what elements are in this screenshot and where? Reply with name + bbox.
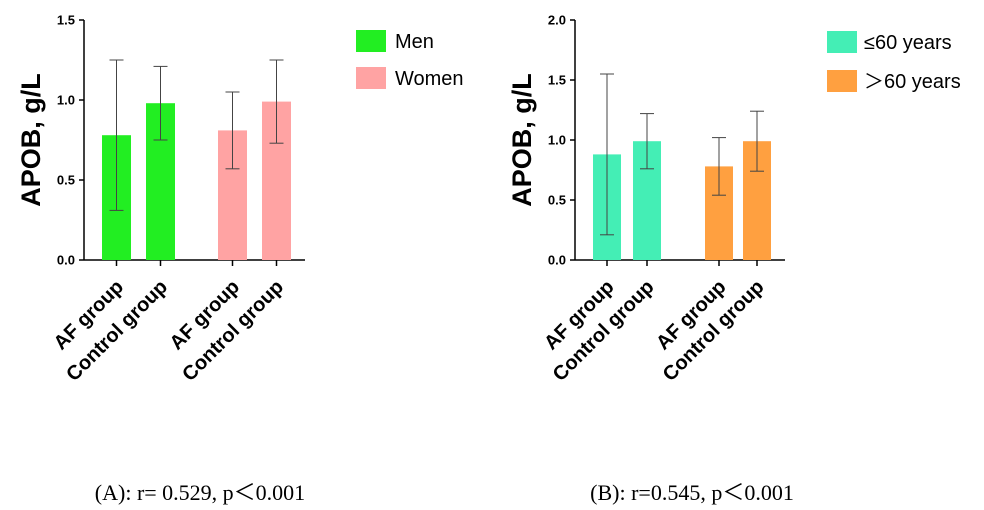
y-tick-label: 1.5	[548, 73, 566, 88]
y-tick-label: 0.0	[548, 253, 566, 268]
y-axis-title: APOB, g/L	[16, 73, 46, 207]
chart-b: 0.0 0.5 1.0 1.5 2.0 APOB, g/L ≤60 years ＞60 yea…	[507, 13, 961, 506]
y-tick-label: 2.0	[548, 13, 566, 28]
legend-label: ＞60 years	[864, 71, 961, 93]
y-axis-title: APOB, g/L	[507, 73, 537, 207]
figure-caption: (B): r=0.545, p＜0.001	[590, 480, 794, 505]
legend-label: Women	[395, 68, 464, 90]
legend-swatch	[356, 30, 386, 52]
y-tick-label: 0.0	[57, 253, 75, 268]
y-tick-label: 1.5	[57, 13, 75, 28]
y-tick-label: 1.0	[57, 93, 75, 108]
figure-caption: (A): r= 0.529, p＜0.001	[95, 480, 305, 505]
y-tick-label: 0.5	[548, 193, 566, 208]
y-tick-label: 0.5	[57, 173, 75, 188]
legend-label: ≤60 years	[864, 32, 952, 54]
legend-swatch	[827, 31, 857, 53]
legend-swatch	[827, 70, 857, 92]
legend-label: Men	[395, 31, 434, 53]
legend-swatch	[356, 67, 386, 89]
y-tick-label: 1.0	[548, 133, 566, 148]
